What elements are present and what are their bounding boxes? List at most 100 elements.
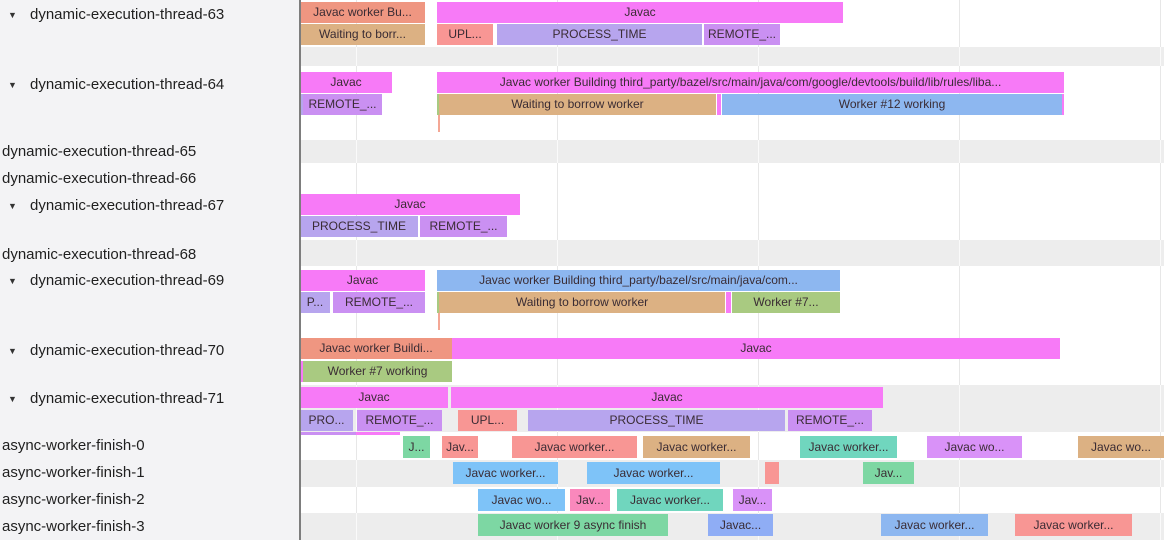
slice-bar[interactable]: Worker #7... — [732, 292, 840, 313]
slice-bar[interactable]: UPL... — [437, 24, 493, 45]
slice-tick — [438, 313, 440, 330]
sidebar-item-async-worker-finish-2[interactable]: async-worker-finish-2 — [0, 489, 296, 511]
slice-bar[interactable] — [300, 94, 303, 115]
track-band — [300, 47, 1164, 66]
track-name-sidebar: ▼ dynamic-execution-thread-63 ▼ dynamic-exe… — [0, 0, 300, 540]
slice-bar[interactable]: Javac worker... — [453, 462, 558, 484]
slice-bar[interactable]: Javac — [452, 338, 1060, 359]
slice-bar[interactable]: Waiting to borrow worker — [439, 94, 716, 115]
slice-bar[interactable] — [300, 361, 303, 382]
slice-bar[interactable]: REMOTE_... — [788, 410, 872, 431]
track-name-label: dynamic-execution-thread-64 — [30, 76, 225, 93]
track-name-label: dynamic-execution-thread-65 — [2, 143, 197, 160]
slice-tick — [438, 115, 440, 132]
slice-bar[interactable]: Javac — [437, 2, 843, 23]
expand-arrow-icon[interactable]: ▼ — [8, 276, 17, 286]
slice-bar[interactable] — [717, 94, 721, 115]
sidebar-item-dynamic-execution-thread-65[interactable]: dynamic-execution-thread-65 — [0, 141, 296, 163]
sidebar-item-dynamic-execution-thread-67[interactable]: ▼ dynamic-execution-thread-67 — [0, 195, 296, 217]
sidebar-item-async-worker-finish-1[interactable]: async-worker-finish-1 — [0, 462, 296, 484]
track-name-label: async-worker-finish-2 — [2, 491, 145, 508]
slice-bar[interactable]: Javac... — [708, 514, 773, 536]
slice-bar[interactable]: UPL... — [458, 410, 517, 431]
slice-bar[interactable]: REMOTE_... — [704, 24, 780, 45]
expand-arrow-icon[interactable]: ▼ — [8, 80, 17, 90]
slice-bar[interactable]: Javac worker... — [587, 462, 720, 484]
slice-bar[interactable]: Jav... — [863, 462, 914, 484]
track-name-label: dynamic-execution-thread-63 — [30, 6, 225, 23]
slice-bar[interactable] — [437, 292, 439, 313]
expand-arrow-icon[interactable]: ▼ — [8, 346, 17, 356]
slice-bar[interactable]: Javac worker Bu... — [300, 2, 425, 23]
slice-bar[interactable]: Jav... — [733, 489, 772, 511]
sidebar-item-dynamic-execution-thread-64[interactable]: ▼ dynamic-execution-thread-64 — [0, 74, 296, 96]
slice-bar[interactable]: Javac worker Building third_party/bazel/… — [437, 72, 1064, 93]
slice-bar[interactable]: Javac wo... — [1078, 436, 1164, 458]
slice-bar[interactable]: Javac — [451, 387, 883, 408]
track-name-label: async-worker-finish-3 — [2, 518, 145, 535]
slice-bar[interactable] — [726, 292, 731, 313]
slice-bar[interactable]: REMOTE_... — [333, 292, 425, 313]
slice-bar[interactable]: Javac worker... — [800, 436, 897, 458]
sidebar-item-dynamic-execution-thread-68[interactable]: dynamic-execution-thread-68 — [0, 244, 296, 266]
track-band — [300, 240, 1164, 266]
sidebar-item-dynamic-execution-thread-66[interactable]: dynamic-execution-thread-66 — [0, 168, 296, 190]
track-band — [300, 487, 1164, 513]
slice-bar[interactable]: Worker #12 working — [722, 94, 1062, 115]
track-name-label: async-worker-finish-1 — [2, 464, 145, 481]
track-name-label: dynamic-execution-thread-71 — [30, 390, 225, 407]
slice-bar[interactable]: Javac worker Building third_party/bazel/… — [437, 270, 840, 291]
slice-bar[interactable]: Javac wo... — [478, 489, 565, 511]
slice-bar[interactable]: Javac worker 9 async finish — [478, 514, 668, 536]
expand-arrow-icon[interactable]: ▼ — [8, 201, 17, 211]
slice-bar[interactable]: Waiting to borrow worker — [439, 292, 725, 313]
slice-bar[interactable]: Javac worker... — [881, 514, 988, 536]
slice-bar[interactable]: J... — [403, 436, 430, 458]
slice-bar[interactable]: Waiting to borr... — [300, 24, 425, 45]
track-name-label: dynamic-execution-thread-69 — [30, 272, 225, 289]
slice-bar[interactable]: REMOTE_... — [357, 410, 442, 431]
track-name-label: dynamic-execution-thread-66 — [2, 170, 197, 187]
sidebar-item-dynamic-execution-thread-63[interactable]: ▼ dynamic-execution-thread-63 — [0, 4, 296, 26]
track-name-label: async-worker-finish-0 — [2, 437, 145, 454]
slice-bar[interactable]: Javac worker... — [512, 436, 637, 458]
slice-bar[interactable]: Javac worker... — [643, 436, 750, 458]
slice-bar[interactable]: Javac — [300, 72, 392, 93]
track-name-label: dynamic-execution-thread-67 — [30, 197, 225, 214]
sidebar-item-dynamic-execution-thread-70[interactable]: ▼ dynamic-execution-thread-70 — [0, 340, 296, 362]
sidebar-divider[interactable] — [299, 0, 301, 540]
expand-arrow-icon[interactable]: ▼ — [8, 10, 17, 20]
slice-bar[interactable]: PROCESS_TIME — [497, 24, 702, 45]
slice-bar[interactable]: PRO... — [300, 410, 353, 431]
slice-bar[interactable]: Jav... — [570, 489, 610, 511]
slice-bar[interactable]: Worker #7 working — [303, 361, 452, 382]
slice-bar[interactable] — [356, 432, 400, 435]
slice-bar[interactable]: Javac wo... — [927, 436, 1022, 458]
slice-bar[interactable]: Javac — [300, 387, 448, 408]
slice-bar[interactable]: Javac — [300, 194, 520, 215]
track-name-label: dynamic-execution-thread-70 — [30, 342, 225, 359]
slice-bar[interactable] — [765, 462, 779, 484]
expand-arrow-icon[interactable]: ▼ — [8, 394, 17, 404]
slice-bar[interactable]: P... — [300, 292, 330, 313]
sidebar-item-async-worker-finish-0[interactable]: async-worker-finish-0 — [0, 435, 296, 457]
slice-bar[interactable]: PROCESS_TIME — [300, 216, 418, 237]
slice-bar[interactable] — [300, 432, 356, 435]
slice-bar[interactable]: Javac worker... — [1015, 514, 1132, 536]
track-band — [300, 140, 1164, 163]
slice-bar[interactable]: Javac — [300, 270, 425, 291]
slice-bar[interactable] — [1062, 94, 1064, 115]
slice-bar[interactable]: Javac worker... — [617, 489, 723, 511]
sidebar-item-dynamic-execution-thread-69[interactable]: ▼ dynamic-execution-thread-69 — [0, 270, 296, 292]
track-name-label: dynamic-execution-thread-68 — [2, 246, 197, 263]
slice-bar[interactable]: Jav... — [442, 436, 478, 458]
slice-bar[interactable]: REMOTE_... — [420, 216, 507, 237]
slice-bar[interactable] — [437, 94, 439, 115]
sidebar-item-async-worker-finish-3[interactable]: async-worker-finish-3 — [0, 516, 296, 538]
slice-bar[interactable]: PROCESS_TIME — [528, 410, 785, 431]
track-band — [300, 163, 1164, 240]
slice-bar[interactable]: Javac worker Buildi... — [300, 338, 452, 359]
slice-bar[interactable]: REMOTE_... — [303, 94, 382, 115]
sidebar-item-dynamic-execution-thread-71[interactable]: ▼ dynamic-execution-thread-71 — [0, 388, 296, 410]
